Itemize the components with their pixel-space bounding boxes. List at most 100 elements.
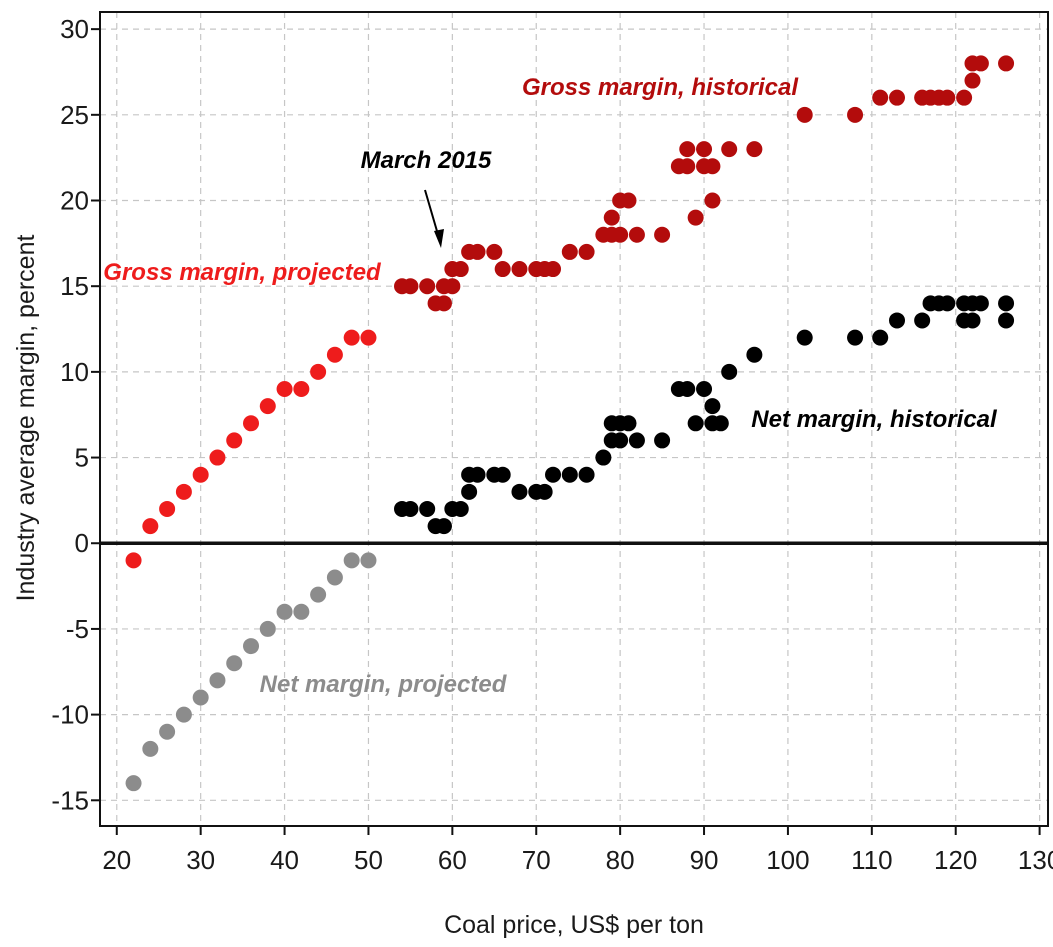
data-point: [293, 381, 310, 398]
data-point: [444, 278, 461, 295]
data-point: [360, 552, 377, 569]
data-point: [654, 226, 671, 243]
data-point: [595, 449, 612, 466]
data-point: [561, 466, 578, 483]
data-point: [192, 466, 209, 483]
data-point: [536, 483, 553, 500]
data-point: [872, 329, 889, 346]
y-axis-label: Industry average margin, percent: [12, 235, 40, 602]
data-point: [620, 192, 637, 209]
x-tick-label: 50: [354, 845, 383, 875]
data-point: [243, 638, 260, 655]
data-point: [721, 141, 738, 158]
tick-labels: 2030405060708090100110120130302520151050…: [51, 14, 1053, 875]
data-point: [721, 363, 738, 380]
data-point: [419, 500, 436, 517]
data-point: [847, 329, 864, 346]
y-tick-label: -15: [51, 785, 89, 815]
data-point: [159, 500, 176, 517]
data-point: [326, 569, 343, 586]
data-point: [561, 243, 578, 260]
data-point: [276, 381, 293, 398]
data-point: [125, 552, 142, 569]
y-tick-label: 10: [60, 357, 89, 387]
y-tick-label: -10: [51, 700, 89, 730]
y-tick-label: -5: [66, 614, 89, 644]
data-point: [226, 655, 243, 672]
data-point: [888, 89, 905, 106]
data-point: [687, 415, 704, 432]
series-net-margin-projected: [125, 552, 377, 792]
data-point: [712, 415, 729, 432]
data-point: [545, 261, 562, 278]
data-point: [628, 226, 645, 243]
x-tick-label: 60: [438, 845, 467, 875]
annotation-net-historical: Net margin, historical: [751, 406, 998, 433]
data-point: [310, 363, 327, 380]
data-point: [192, 689, 209, 706]
data-point: [175, 706, 192, 723]
data-point: [847, 106, 864, 123]
data-point: [461, 483, 478, 500]
data-point: [654, 432, 671, 449]
data-point: [343, 552, 360, 569]
data-point: [796, 106, 813, 123]
data-point: [419, 278, 436, 295]
data-point: [226, 432, 243, 449]
annotation-gross-historical: Gross margin, historical: [522, 74, 799, 101]
y-tick-label: 25: [60, 100, 89, 130]
annotation-gross-projected: Gross margin, projected: [103, 259, 382, 286]
data-point: [486, 243, 503, 260]
data-point: [545, 466, 562, 483]
annotation-march-2015: March 2015: [361, 147, 492, 174]
plot-area: [99, 11, 1049, 827]
data-point: [696, 381, 713, 398]
data-point: [494, 466, 511, 483]
x-tick-label: 90: [690, 845, 719, 875]
data-point: [964, 312, 981, 329]
data-point: [326, 346, 343, 363]
data-point: [343, 329, 360, 346]
data-point: [696, 141, 713, 158]
data-point: [360, 329, 377, 346]
data-point: [939, 295, 956, 312]
data-point: [469, 243, 486, 260]
data-point: [259, 620, 276, 637]
data-point: [243, 415, 260, 432]
data-point: [956, 89, 973, 106]
data-point: [402, 278, 419, 295]
data-point: [125, 775, 142, 792]
data-point: [746, 141, 763, 158]
data-point: [259, 398, 276, 415]
data-point: [293, 603, 310, 620]
data-point: [603, 209, 620, 226]
data-point: [679, 141, 696, 158]
data-point: [746, 346, 763, 363]
data-point: [511, 483, 528, 500]
x-axis-label: Coal price, US$ per ton: [444, 911, 704, 939]
data-point: [704, 192, 721, 209]
data-point: [679, 158, 696, 175]
x-tick-label: 110: [851, 845, 892, 875]
x-tick-label: 70: [522, 845, 551, 875]
data-points: [125, 55, 1015, 792]
data-point: [142, 518, 159, 535]
data-point: [578, 243, 595, 260]
x-tick-label: 120: [934, 845, 977, 875]
x-tick-label: 40: [270, 845, 299, 875]
march-2015-arrow: [424, 189, 444, 248]
data-point: [209, 672, 226, 689]
data-point: [276, 603, 293, 620]
data-point: [704, 398, 721, 415]
data-point: [872, 89, 889, 106]
data-point: [679, 381, 696, 398]
data-point: [175, 483, 192, 500]
data-point: [494, 261, 511, 278]
series-gross-margin-historical: [394, 55, 1015, 312]
data-point: [435, 518, 452, 535]
data-point: [964, 72, 981, 89]
data-point: [159, 723, 176, 740]
data-point: [209, 449, 226, 466]
series-net-margin-historical: [394, 295, 1015, 535]
data-point: [435, 295, 452, 312]
